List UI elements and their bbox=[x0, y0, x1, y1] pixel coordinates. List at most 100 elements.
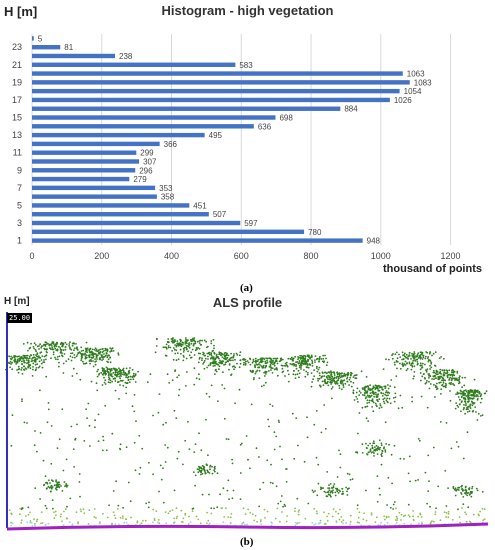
profile-point bbox=[322, 372, 324, 374]
profile-point bbox=[466, 492, 469, 494]
profile-point bbox=[156, 521, 159, 524]
profile-point bbox=[93, 348, 96, 351]
profile-point bbox=[272, 363, 274, 366]
profile-point bbox=[229, 357, 232, 360]
profile-point bbox=[350, 385, 353, 388]
profile-point bbox=[469, 397, 472, 400]
profile-point bbox=[370, 394, 373, 397]
profile-point bbox=[324, 427, 327, 430]
profile-point bbox=[283, 364, 286, 367]
bar bbox=[32, 124, 254, 129]
profile-point bbox=[113, 514, 116, 517]
profile-point bbox=[372, 410, 375, 413]
profile-point bbox=[16, 361, 19, 364]
bar bbox=[32, 44, 61, 50]
profile-point bbox=[184, 337, 187, 339]
profile-point bbox=[480, 394, 482, 397]
profile-point bbox=[148, 501, 150, 504]
profile-point bbox=[18, 360, 20, 363]
profile-point bbox=[299, 357, 302, 359]
profile-point bbox=[34, 430, 36, 432]
profile-point bbox=[280, 495, 283, 497]
profile-point bbox=[159, 464, 162, 467]
profile-point bbox=[368, 394, 371, 397]
profile-point bbox=[467, 408, 469, 411]
profile-point bbox=[377, 393, 379, 396]
profile-point bbox=[332, 485, 335, 487]
profile-point bbox=[39, 498, 41, 500]
profile-point bbox=[330, 370, 332, 373]
profile-point bbox=[234, 402, 237, 405]
profile-point bbox=[23, 421, 26, 424]
profile-point bbox=[444, 470, 447, 472]
profile-point bbox=[327, 380, 329, 383]
profile-point bbox=[182, 463, 184, 466]
profile-point bbox=[382, 388, 384, 391]
y-tick-label: 21 bbox=[12, 60, 22, 70]
profile-point bbox=[276, 507, 279, 510]
profile-point bbox=[27, 358, 30, 360]
profile-point bbox=[341, 487, 344, 490]
profile-point bbox=[26, 362, 28, 364]
profile-point bbox=[217, 400, 219, 402]
profile-point bbox=[32, 366, 34, 368]
profile-point bbox=[339, 381, 342, 383]
profile-point bbox=[412, 356, 415, 359]
profile-point bbox=[60, 485, 62, 487]
profile-point bbox=[289, 363, 292, 365]
profile-point bbox=[73, 354, 76, 356]
profile-point bbox=[185, 346, 188, 349]
profile-point bbox=[188, 346, 191, 349]
profile-point bbox=[317, 463, 320, 466]
profile-point bbox=[485, 390, 488, 392]
profile-point bbox=[55, 479, 57, 481]
profile-point bbox=[97, 440, 100, 442]
profile-point bbox=[138, 473, 141, 475]
profile-point bbox=[372, 387, 374, 390]
profile-point bbox=[435, 371, 438, 373]
profile-point bbox=[190, 342, 193, 345]
profile-point bbox=[393, 444, 396, 447]
profile-point bbox=[430, 366, 433, 369]
profile-point bbox=[468, 488, 470, 490]
profile-point bbox=[346, 494, 349, 496]
profile-point bbox=[11, 522, 14, 525]
profile-point bbox=[224, 357, 227, 359]
profile-point bbox=[329, 491, 332, 494]
profile-point bbox=[60, 341, 63, 344]
profile-point bbox=[372, 442, 375, 444]
profile-point bbox=[284, 505, 287, 507]
profile-point bbox=[168, 382, 171, 384]
profile-point bbox=[265, 357, 267, 360]
profile-point bbox=[332, 486, 335, 489]
profile-point bbox=[78, 481, 81, 483]
profile-point bbox=[318, 372, 321, 374]
profile-point bbox=[443, 369, 446, 372]
profile-point bbox=[50, 484, 53, 487]
profile-point bbox=[467, 405, 470, 408]
profile-point bbox=[367, 420, 370, 422]
profile-point bbox=[337, 377, 340, 380]
profile-point bbox=[376, 396, 379, 398]
profile-point bbox=[80, 359, 83, 362]
profile-point bbox=[327, 512, 330, 515]
profile-point bbox=[342, 383, 344, 385]
profile-point bbox=[262, 357, 265, 360]
profile-point bbox=[97, 413, 100, 416]
profile-point bbox=[256, 369, 259, 372]
profile-point bbox=[447, 516, 450, 519]
profile-point bbox=[318, 357, 321, 360]
profile-point bbox=[228, 498, 231, 501]
profile-point bbox=[48, 344, 51, 347]
profile-point bbox=[471, 404, 474, 407]
profile-point bbox=[386, 504, 388, 506]
profile-point bbox=[34, 363, 37, 366]
profile-point bbox=[407, 503, 410, 506]
profile-point bbox=[316, 357, 319, 360]
profile-point bbox=[30, 342, 32, 345]
profile-point bbox=[112, 371, 115, 374]
profile-point bbox=[429, 522, 432, 525]
profile-point bbox=[335, 521, 338, 524]
profile-point bbox=[357, 516, 360, 519]
profile-point bbox=[73, 349, 75, 352]
